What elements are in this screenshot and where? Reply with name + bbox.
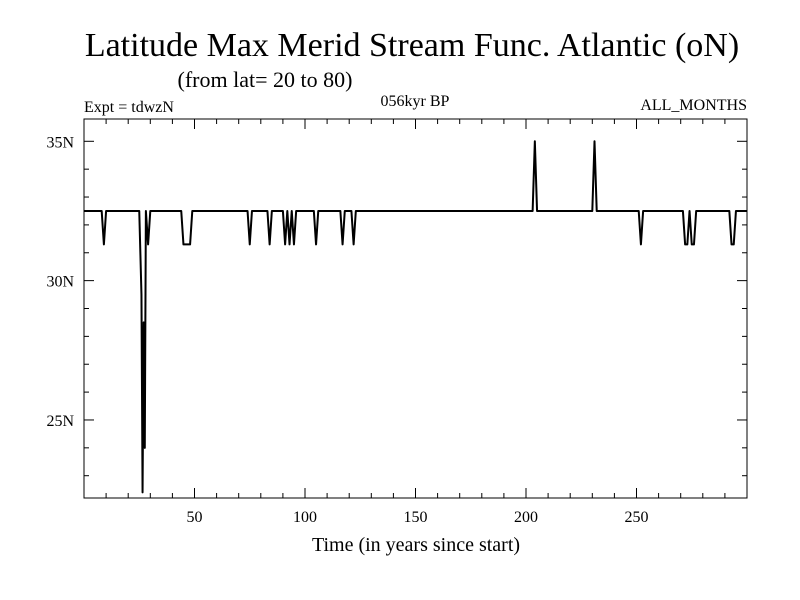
- x-tick-label: 200: [514, 509, 538, 526]
- series-line: [84, 140, 747, 494]
- y-tick-label: 30N: [46, 274, 74, 291]
- x-axis-label: Time (in years since start): [312, 534, 520, 556]
- x-tick-label: 100: [293, 509, 317, 526]
- period-label: 056kyr BP: [381, 93, 450, 110]
- tick-labels: 50 100 150 200 250 25N 30N 35N: [46, 134, 648, 526]
- x-tick-label: 50: [187, 509, 203, 526]
- chart-subtitle: (from lat= 20 to 80): [178, 67, 353, 92]
- chart-title: Latitude Max Merid Stream Func. Atlantic…: [85, 27, 739, 64]
- y-tick-label: 35N: [46, 134, 74, 151]
- y-tick-label: 25N: [46, 413, 74, 430]
- months-label: ALL_MONTHS: [640, 97, 747, 114]
- axis-ticks: [84, 119, 748, 498]
- experiment-label: Expt = tdwzN: [84, 99, 174, 116]
- x-tick-label: 150: [404, 509, 428, 526]
- plot-frame: [83, 118, 748, 499]
- x-tick-label: 250: [625, 509, 649, 526]
